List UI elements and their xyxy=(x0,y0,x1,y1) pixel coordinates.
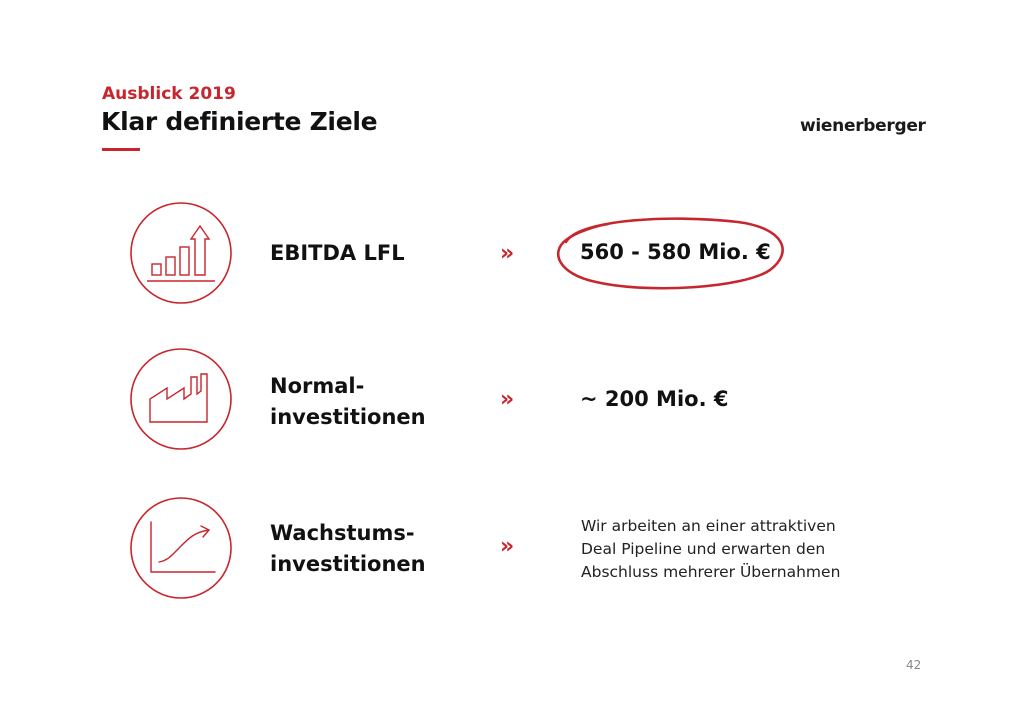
page-number: 42 xyxy=(906,658,922,672)
description-line: Deal Pipeline und erwarten den xyxy=(581,540,826,558)
factory-icon xyxy=(130,348,232,450)
chevron-icon: » xyxy=(500,534,515,559)
chevron-icon: » xyxy=(500,387,515,412)
title-underline xyxy=(102,148,140,151)
target-label-ebitda: EBITDA LFL xyxy=(270,238,405,269)
label-line: Normal- xyxy=(270,374,365,398)
target-value-ebitda: 560 - 580 Mio. € xyxy=(580,240,771,264)
label-line: EBITDA LFL xyxy=(270,241,405,265)
growth-curve-icon xyxy=(130,497,232,599)
label-line: investitionen xyxy=(270,552,426,576)
label-line: Wachstums- xyxy=(270,521,415,545)
chevron-icon: » xyxy=(500,241,515,266)
description-line: Abschluss mehrerer Übernahmen xyxy=(581,563,841,581)
page-title: Klar definierte Ziele xyxy=(101,107,378,136)
target-label-normalinvestitionen: Normal- investitionen xyxy=(270,371,426,433)
target-value-normalinvestitionen: ~ 200 Mio. € xyxy=(580,387,729,411)
description-line: Wir arbeiten an einer attraktiven xyxy=(581,517,836,535)
bar-chart-growth-icon xyxy=(130,202,232,304)
highlight-ellipse xyxy=(556,217,784,290)
section-eyebrow: Ausblick 2019 xyxy=(102,84,236,104)
target-description-wachstumsinvestitionen: Wir arbeiten an einer attraktiven Deal P… xyxy=(581,515,840,584)
target-label-wachstumsinvestitionen: Wachstums- investitionen xyxy=(270,518,426,580)
label-line: investitionen xyxy=(270,405,426,429)
wienerberger-logo: wienerberger xyxy=(800,116,926,136)
